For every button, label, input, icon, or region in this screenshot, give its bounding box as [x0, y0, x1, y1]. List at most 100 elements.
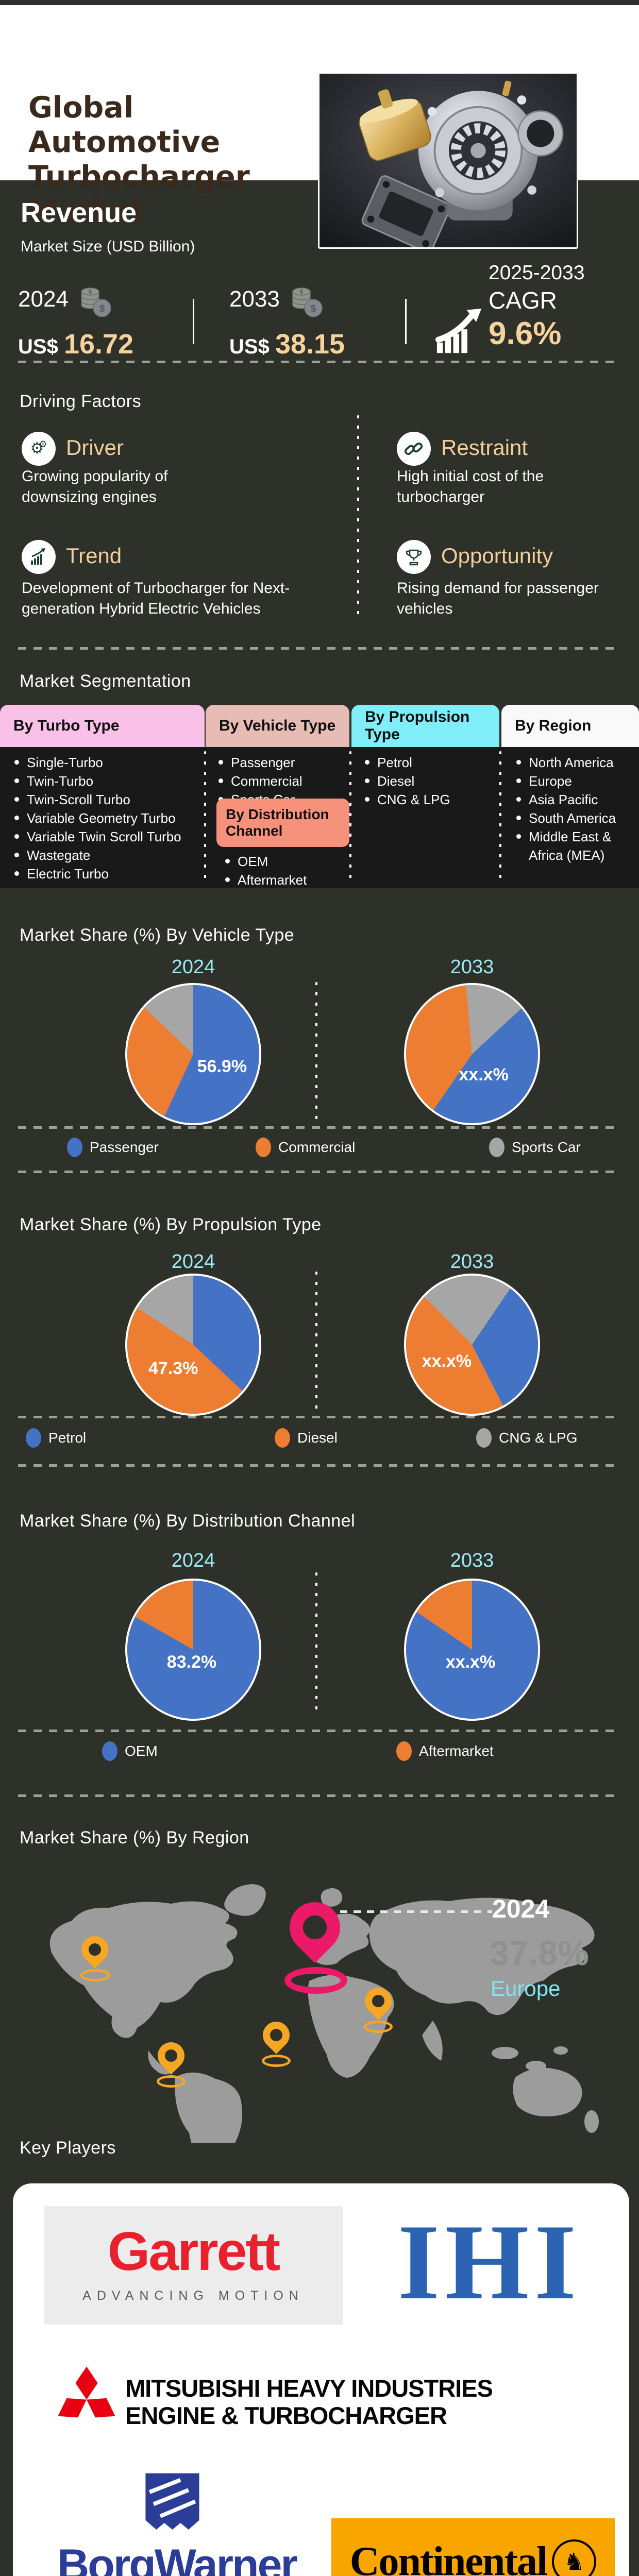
stat-divider — [405, 299, 407, 344]
legend-dot — [489, 1138, 505, 1157]
propulsion-type-list: Petrol Diesel CNG & LPG — [365, 753, 489, 809]
pin-callout-line — [340, 1910, 492, 1913]
list-item: Asia Pacific — [516, 790, 639, 809]
region-share-value: 37.8% — [490, 1934, 589, 1973]
legend-dot — [476, 1428, 492, 1448]
cagr-block: 2025-2033 CAGR 9.6% — [489, 262, 585, 352]
distribution-2033-year: 2033 — [450, 1550, 494, 1571]
garrett-logo: Garrett ADVANCING MOTION — [44, 2206, 343, 2325]
list-item: Passenger — [218, 753, 342, 772]
segment-divider — [204, 751, 206, 884]
distribution-2024-pie: 83.2% — [127, 1581, 259, 1719]
pie-value-label: xx.x% — [422, 1351, 472, 1371]
factors-divider — [357, 415, 359, 617]
distribution-channel-list: OEM Aftermarket — [225, 852, 339, 889]
legend-oem: OEM — [102, 1741, 158, 1761]
legend-divider — [18, 1126, 621, 1129]
revenue-subheading: Market Size (USD Billion) — [21, 238, 195, 255]
borgwarner-wordmark: BorgWarner — [57, 2540, 298, 2576]
list-item: OEM — [225, 852, 339, 871]
pin-base-icon — [80, 1969, 110, 1981]
vehicle-2024-year: 2024 — [171, 956, 215, 978]
key-players-heading: Key Players — [20, 2138, 116, 2158]
ihi-logo: IHI — [397, 2202, 582, 2322]
legend-dot — [275, 1428, 290, 1448]
propulsion-2033-year: 2033 — [450, 1251, 494, 1273]
list-item: Variable Geometry Turbo — [14, 809, 200, 827]
stat-2024-year: 2024 — [18, 286, 69, 312]
section-divider — [18, 1794, 621, 1797]
revenue-heading: Revenue — [21, 197, 137, 228]
section-divider — [18, 1464, 621, 1467]
turbocharger-illustration — [320, 74, 576, 247]
pie-divider — [315, 1272, 317, 1412]
propulsion-2024-pie: 47.3% — [127, 1276, 259, 1414]
continental-horse-icon: ♞ — [552, 2539, 597, 2576]
mitsubishi-wordmark: MITSUBISHI HEAVY INDUSTRIES ENGINE & TUR… — [125, 2375, 493, 2429]
factor-opportunity-label: Opportunity — [441, 544, 553, 568]
section-divider — [18, 647, 621, 650]
vehicle-share-heading: Market Share (%) By Vehicle Type — [20, 925, 295, 945]
pin-base-icon — [157, 2075, 186, 2088]
coins-icon: $ $ — [77, 286, 114, 323]
legend-commercial: Commercial — [256, 1138, 355, 1157]
distribution-2033-pie: xx.x% — [406, 1581, 538, 1719]
svg-text:$: $ — [99, 303, 105, 314]
legend-dot — [102, 1741, 117, 1761]
factor-trend-label: Trend — [66, 544, 122, 568]
key-players-card: Garrett ADVANCING MOTION IHI MITSUBISHI … — [13, 2183, 629, 2576]
stat-2033-year: 2033 — [229, 286, 280, 312]
trophy-icon — [397, 540, 431, 574]
legend-cng-lpg: CNG & LPG — [476, 1428, 577, 1448]
coins-icon: $ $ — [288, 286, 325, 323]
legend-dot — [396, 1741, 412, 1761]
turbo-type-list: Single-Turbo Twin-Turbo Twin-Scroll Turb… — [14, 753, 200, 883]
pie-value-label: 47.3% — [148, 1358, 198, 1378]
segment-divider — [499, 751, 501, 884]
cagr-label: CAGR — [489, 287, 557, 314]
list-item: Twin-Scroll Turbo — [14, 790, 200, 809]
list-item: Europe — [516, 772, 639, 790]
pie-divider — [315, 1572, 317, 1717]
list-item: Variable Twin Scroll Turbo — [14, 827, 200, 846]
propulsion-2024-year: 2024 — [171, 1251, 215, 1273]
list-item: North America — [516, 753, 639, 772]
region-share-heading: Market Share (%) By Region — [20, 1828, 249, 1848]
world-map — [49, 1884, 599, 2143]
list-item: Diesel — [365, 772, 489, 790]
legend-petrol: Petrol — [26, 1428, 86, 1448]
segment-header-region: By Region — [501, 705, 639, 747]
segmentation-heading: Market Segmentation — [20, 671, 191, 691]
stat-2033-value: US$ 38.15 — [229, 329, 345, 360]
propulsion-2033-pie: xx.x% — [406, 1276, 538, 1414]
segment-header-propulsion-type: By Propulsion Type — [351, 705, 499, 747]
cagr-period: 2025-2033 — [489, 262, 585, 284]
pie-value-label: 83.2% — [166, 1652, 217, 1672]
legend-divider — [18, 1730, 621, 1732]
factor-opportunity-description: Rising demand for passenger vehicles — [397, 580, 599, 617]
legend-dot — [26, 1428, 41, 1448]
factor-trend-description: Development of Turbocharger for Next-gen… — [22, 580, 290, 617]
list-item: Middle East & Africa (MEA) — [516, 827, 639, 865]
factor-driver-label: Driver — [66, 435, 124, 460]
region-list: North America Europe Asia Pacific South … — [516, 753, 635, 865]
distribution-channel-header: By Distribution Channel — [216, 799, 349, 847]
segment-header-vehicle-type: By Vehicle Type — [206, 705, 349, 747]
segment-header-turbo-type: By Turbo Type — [0, 705, 205, 747]
legend-diesel: Diesel — [275, 1428, 338, 1448]
growth-arrow-icon — [435, 307, 484, 359]
legend-divider — [18, 1416, 621, 1418]
chain-link-icon — [397, 432, 431, 466]
list-item: South America — [516, 809, 639, 827]
distribution-2024-year: 2024 — [171, 1550, 215, 1571]
stat-2024: 2024 $ $ US$ 16.72 — [18, 286, 133, 360]
cagr-value: 9.6% — [489, 316, 562, 351]
stat-2024-value: US$ 16.72 — [18, 329, 134, 360]
stat-divider — [193, 299, 194, 344]
svg-text:$: $ — [89, 289, 92, 295]
svg-text:$: $ — [311, 303, 316, 314]
section-divider — [18, 1171, 621, 1173]
factor-restraint-label: Restraint — [441, 435, 528, 460]
distribution-share-heading: Market Share (%) By Distribution Channel — [20, 1511, 356, 1531]
